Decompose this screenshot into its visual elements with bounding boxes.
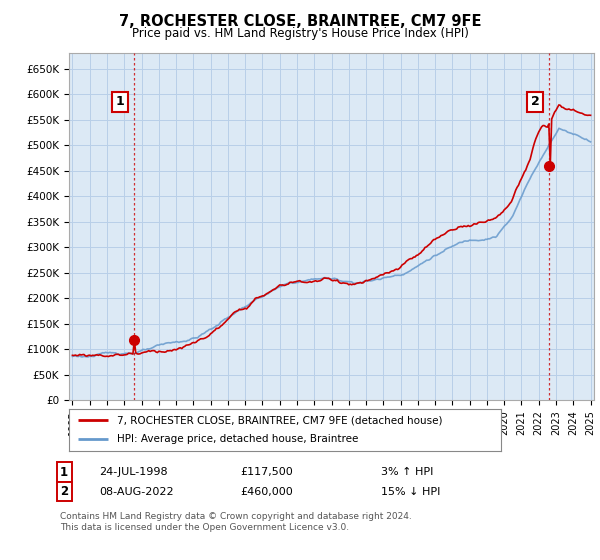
Text: 15% ↓ HPI: 15% ↓ HPI [381, 487, 440, 497]
Text: 7, ROCHESTER CLOSE, BRAINTREE, CM7 9FE: 7, ROCHESTER CLOSE, BRAINTREE, CM7 9FE [119, 14, 481, 29]
Text: HPI: Average price, detached house, Braintree: HPI: Average price, detached house, Brai… [116, 435, 358, 445]
Text: 1: 1 [116, 95, 124, 108]
Text: 2: 2 [60, 485, 68, 498]
Text: £117,500: £117,500 [240, 467, 293, 477]
Text: 3% ↑ HPI: 3% ↑ HPI [381, 467, 433, 477]
Text: Price paid vs. HM Land Registry's House Price Index (HPI): Price paid vs. HM Land Registry's House … [131, 27, 469, 40]
Text: 24-JUL-1998: 24-JUL-1998 [99, 467, 167, 477]
Text: 08-AUG-2022: 08-AUG-2022 [99, 487, 173, 497]
Text: 1: 1 [60, 465, 68, 479]
Text: Contains HM Land Registry data © Crown copyright and database right 2024.
This d: Contains HM Land Registry data © Crown c… [60, 512, 412, 532]
Text: 2: 2 [531, 95, 539, 108]
Text: 7, ROCHESTER CLOSE, BRAINTREE, CM7 9FE (detached house): 7, ROCHESTER CLOSE, BRAINTREE, CM7 9FE (… [116, 415, 442, 425]
Text: £460,000: £460,000 [240, 487, 293, 497]
